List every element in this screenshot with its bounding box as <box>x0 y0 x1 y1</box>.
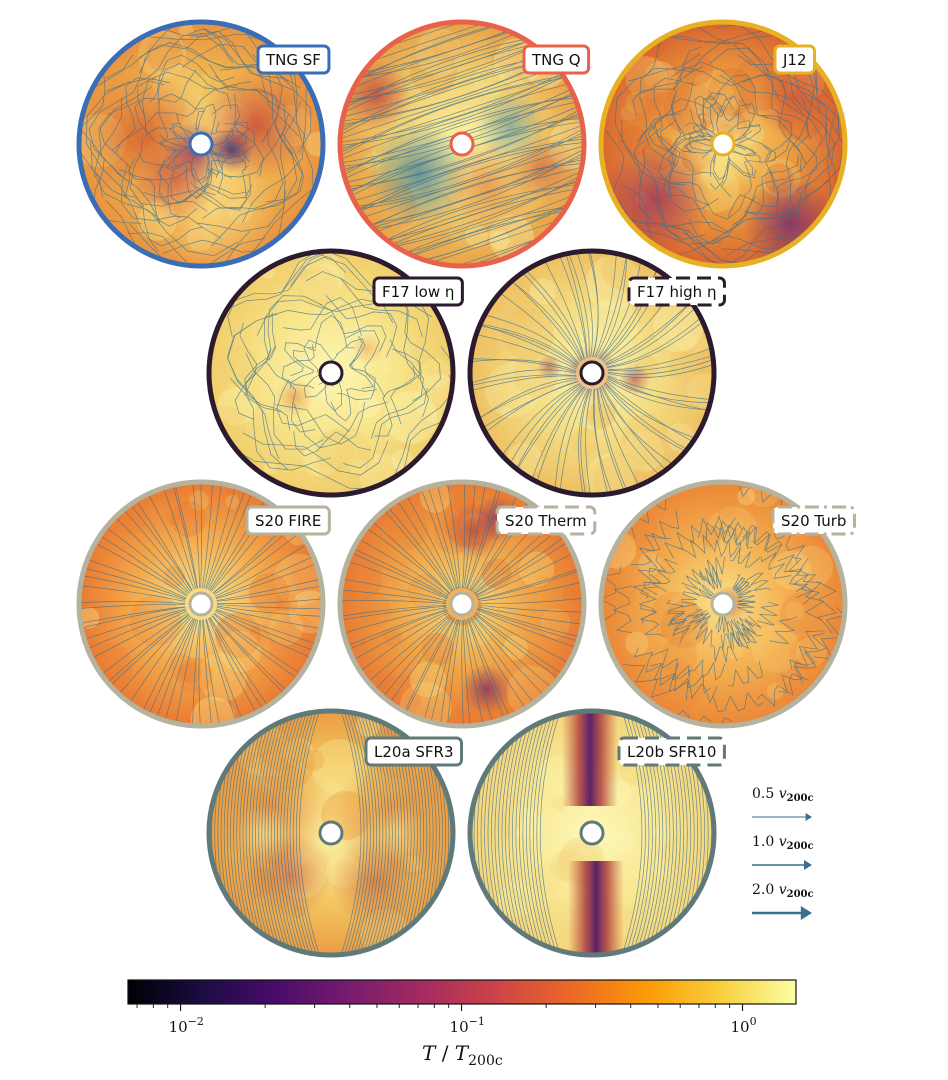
panel-label: L20a SFR3 <box>364 736 464 767</box>
panel-label-text: J12 <box>782 51 807 69</box>
panel-border <box>206 708 456 958</box>
panel-tng-sf: TNG SF <box>76 19 331 269</box>
panel-label: F17 low η <box>372 276 464 307</box>
panel-label-text: L20a SFR3 <box>374 743 454 761</box>
panel-label-text: TNG SF <box>265 51 321 69</box>
colorbar: 10−2 10−1 100 T / T200c <box>127 979 797 1069</box>
panel-f17-high: F17 high η <box>467 248 726 498</box>
center-hole <box>318 360 344 386</box>
colorbar-tick-label: 100 <box>731 1015 757 1036</box>
panel-border <box>598 19 848 269</box>
velocity-legend-arrowhead <box>804 860 812 870</box>
center-hole <box>710 131 736 157</box>
velocity-legend: 0.5 v200c 1.0 v200c 2.0 v200c <box>752 786 814 920</box>
panel-map <box>79 22 323 266</box>
center-hole <box>449 591 475 617</box>
colorbar-title: T / T200c <box>422 1041 503 1069</box>
center-hole <box>188 131 214 157</box>
velocity-legend-label: 1.0 v200c <box>752 834 814 852</box>
panel-label: F17 high η <box>627 276 726 307</box>
panel-l20a: L20a SFR3 <box>206 708 464 958</box>
panel-tng-q: TNG Q <box>337 19 591 269</box>
panel-label: S20 Turb <box>771 505 856 536</box>
velocity-legend-label: 2.0 v200c <box>752 882 814 900</box>
center-hole <box>579 360 605 386</box>
velocity-legend-label: 0.5 v200c <box>752 786 814 804</box>
panel-label: S20 Therm <box>495 505 597 536</box>
center-hole <box>710 591 736 617</box>
panel-label-text: S20 Turb <box>781 512 846 530</box>
velocity-legend-arrowhead <box>800 906 812 920</box>
panel-label-text: TNG Q <box>531 51 581 69</box>
panel-border <box>467 708 717 958</box>
colorbar-tick-label: 10−2 <box>169 1015 204 1036</box>
panel-border <box>337 19 587 269</box>
panel-f17-low: F17 low η <box>206 248 464 498</box>
panel-border <box>337 479 587 729</box>
center-hole <box>579 820 605 846</box>
panel-border <box>76 479 326 729</box>
center-hole <box>449 131 475 157</box>
panel-label: J12 <box>773 44 817 75</box>
colorbar-tick-label: 10−1 <box>450 1015 485 1036</box>
panel-label: TNG Q <box>522 44 591 75</box>
panel-s20-therm: S20 Therm <box>337 479 597 729</box>
panel-s20-fire: S20 FIRE <box>76 479 331 729</box>
panel-border <box>76 19 326 269</box>
panel-label: L20b SFR10 <box>617 736 726 767</box>
panels-group: TNG SF TNG Q J12 F17 low η F17 high η S20 FIR… <box>76 19 856 958</box>
panel-j12: J12 <box>598 19 848 269</box>
panel-border <box>467 248 717 498</box>
panel-s20-turb: S20 Turb <box>598 479 856 729</box>
panel-label-text: S20 FIRE <box>255 512 321 530</box>
panel-border <box>598 479 848 729</box>
center-hole <box>188 591 214 617</box>
center-hole <box>318 820 344 846</box>
panel-label-text: F17 high η <box>637 283 716 301</box>
panel-label: S20 FIRE <box>245 505 331 536</box>
colorbar-bar <box>127 979 797 1005</box>
panel-label: TNG SF <box>256 44 331 75</box>
panel-label-text: F17 low η <box>382 283 454 301</box>
panel-border <box>206 248 456 498</box>
panel-label-text: S20 Therm <box>505 512 587 530</box>
panel-label-text: L20b SFR10 <box>627 743 716 761</box>
velocity-legend-arrowhead <box>805 813 812 821</box>
panel-l20b: L20b SFR10 <box>467 708 726 958</box>
